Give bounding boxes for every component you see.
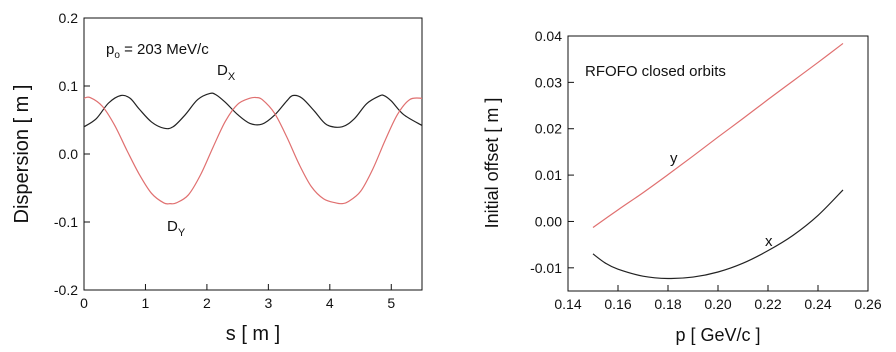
dispersion-y-axis-title: Dispersion [ m ] bbox=[11, 85, 33, 224]
dispersion-x-tick-label: 0 bbox=[80, 295, 88, 311]
momentum-annotation-p: p bbox=[106, 41, 114, 58]
dispersion-plot-frame bbox=[83, 17, 423, 291]
closed-orbit-y-axis-title: Initial offset [ m ] bbox=[482, 98, 502, 229]
dispersion-y-tick-label: 0.1 bbox=[59, 78, 79, 94]
dispersion-series-line-d-x bbox=[83, 92, 423, 130]
closed-orbit-y-tick-label: -0.01 bbox=[530, 260, 562, 276]
dispersion-ticks: 0 1 2 3 4 5 -0.2 -0.1 0.0 0.1 0.2 bbox=[54, 10, 395, 311]
closed-orbit-annotation: RFOFO closed orbits bbox=[585, 63, 726, 80]
dispersion-x-tick-label: 2 bbox=[203, 295, 211, 311]
closed-orbit-series-line-y bbox=[592, 42, 844, 228]
closed-orbit-x-tick-label: 0.16 bbox=[604, 296, 631, 312]
dispersion-y-tick-label: 0.2 bbox=[59, 10, 79, 26]
closed-orbit-y-tick-label: 0.00 bbox=[535, 213, 562, 229]
closed-orbit-x-tick-label: 0.26 bbox=[854, 296, 881, 312]
closed-orbit-y-tick-label: 0.03 bbox=[535, 74, 562, 90]
momentum-annotation: po = 203 MeV/c bbox=[106, 41, 209, 61]
dy-series-label: DY bbox=[167, 218, 186, 239]
dx-series-label: DX bbox=[217, 62, 236, 83]
closed-orbit-y-tick-label: 0.01 bbox=[535, 167, 562, 183]
y-series-label: y bbox=[670, 150, 678, 167]
closed-orbit-series-line-x bbox=[592, 189, 844, 280]
closed-orbit-chart: 0.14 0.16 0.18 0.20 0.22 0.24 0.26 -0.01 0.00 0.0… bbox=[482, 28, 882, 345]
dispersion-x-tick-label: 1 bbox=[142, 295, 150, 311]
dispersion-x-tick-label: 5 bbox=[387, 295, 395, 311]
momentum-annotation-sub: o bbox=[114, 50, 120, 61]
dy-series-label-main: D bbox=[167, 218, 178, 235]
dispersion-y-tick-label: -0.1 bbox=[54, 214, 78, 230]
closed-orbit-x-tick-label: 0.18 bbox=[654, 296, 681, 312]
dispersion-y-tick-label: 0.0 bbox=[59, 146, 79, 162]
dispersion-y-tick-label: -0.2 bbox=[54, 282, 78, 298]
x-series-label: x bbox=[765, 233, 773, 250]
dispersion-series bbox=[83, 92, 423, 205]
dispersion-x-tick-label: 3 bbox=[264, 295, 272, 311]
dx-series-label-sub: X bbox=[228, 71, 236, 83]
dy-series-label-sub: Y bbox=[178, 227, 186, 239]
dispersion-chart: 0 1 2 3 4 5 -0.2 -0.1 0.0 0.1 0.2 s [ m ] Dispersi… bbox=[11, 10, 423, 345]
dispersion-series-line-d-y bbox=[83, 96, 423, 205]
closed-orbit-series bbox=[592, 42, 844, 280]
dx-series-label-main: D bbox=[217, 62, 228, 79]
closed-orbit-y-tick-label: 0.04 bbox=[535, 28, 562, 44]
closed-orbit-y-tick-label: 0.02 bbox=[535, 121, 562, 137]
closed-orbit-x-tick-label: 0.22 bbox=[754, 296, 781, 312]
closed-orbit-x-axis-title: p [ GeV/c ] bbox=[675, 325, 760, 345]
closed-orbit-x-tick-label: 0.14 bbox=[554, 296, 581, 312]
closed-orbit-x-tick-label: 0.24 bbox=[804, 296, 831, 312]
closed-orbit-ticks: 0.14 0.16 0.18 0.20 0.22 0.24 0.26 -0.01 0.00 0.0… bbox=[530, 28, 882, 312]
dispersion-x-tick-label: 4 bbox=[326, 295, 334, 311]
closed-orbit-x-tick-label: 0.20 bbox=[704, 296, 731, 312]
momentum-annotation-value: = 203 MeV/c bbox=[120, 41, 209, 58]
dispersion-x-axis-title: s [ m ] bbox=[226, 323, 280, 345]
